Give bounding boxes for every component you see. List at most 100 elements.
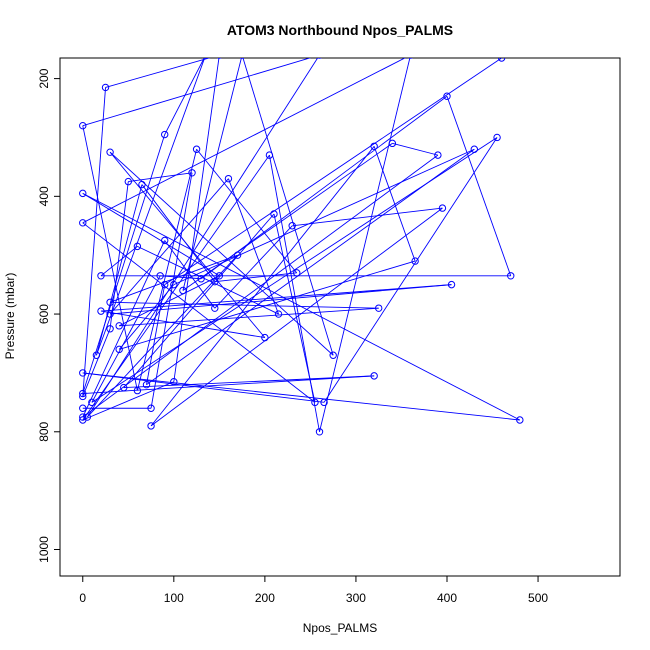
series-segment [82, 240, 166, 418]
data-point [211, 304, 219, 312]
series-segment [242, 58, 334, 356]
y-tick-label: 400 [37, 186, 51, 206]
series-segment [82, 375, 375, 394]
data-point [79, 219, 87, 227]
series-segment [137, 245, 279, 315]
series-segment [82, 134, 166, 394]
data-point [288, 222, 296, 230]
series-segment [173, 58, 220, 382]
series-segment [200, 95, 448, 280]
data-point [133, 242, 142, 251]
data-point [161, 130, 169, 139]
series-segment [82, 328, 111, 397]
data-point [97, 307, 105, 315]
series-segment [82, 372, 325, 403]
data-point [124, 177, 132, 186]
data-point [138, 180, 146, 189]
series-segment [82, 192, 521, 421]
data-point [470, 145, 479, 153]
series-segment [82, 154, 439, 418]
data-point [261, 333, 269, 342]
plot-frame [59, 57, 621, 577]
y-tick-label: 800 [37, 421, 51, 441]
series-segment [146, 284, 166, 385]
data-point [79, 413, 87, 421]
data-point [320, 398, 328, 407]
data-point [374, 304, 383, 312]
series-segment [150, 207, 443, 427]
series-segment [164, 58, 502, 285]
series-segment [82, 125, 138, 391]
data-point [120, 383, 128, 392]
data-point [274, 310, 283, 318]
data-point [83, 413, 92, 421]
series-segment [214, 225, 293, 309]
data-point [270, 210, 278, 218]
series-segment [119, 260, 416, 350]
x-tick-label: 100 [164, 591, 184, 605]
y-tick-label: 1000 [37, 536, 51, 563]
y-tick-label: 600 [37, 304, 51, 324]
data-point [133, 386, 142, 395]
data-point [106, 325, 114, 333]
series-segment [95, 58, 206, 356]
series-segment [109, 151, 334, 356]
data-point [443, 92, 451, 100]
data-point [79, 189, 87, 198]
series-segment [118, 284, 175, 350]
y-tick-label: 200 [37, 68, 51, 88]
data-point [516, 416, 524, 424]
data-point [497, 58, 506, 62]
data-point [79, 121, 87, 130]
series-segment [82, 381, 174, 421]
series-segment [91, 275, 161, 403]
series-segment [150, 172, 193, 409]
y-axis: 200 400 600 800 1000 [37, 68, 61, 563]
series-segment [95, 184, 143, 356]
series-segment [100, 246, 138, 277]
series-segment [373, 146, 416, 262]
x-axis-label: Npos_PALMS [303, 621, 377, 635]
data-series [79, 58, 524, 436]
series-segment [292, 207, 443, 227]
data-point [156, 272, 164, 280]
data-point [161, 280, 169, 289]
series-segment [392, 142, 438, 156]
data-point [311, 398, 319, 407]
series-segment [150, 146, 375, 427]
data-point [147, 404, 155, 412]
data-point [115, 345, 123, 354]
data-point [217, 58, 222, 59]
data-point [79, 369, 87, 377]
data-point [233, 251, 242, 259]
series-segment [118, 275, 220, 327]
x-tick-label: 200 [255, 591, 275, 605]
data-point [293, 269, 301, 277]
series-segment [100, 284, 452, 312]
data-point [106, 310, 114, 318]
data-point [265, 151, 274, 159]
data-point [411, 257, 419, 265]
data-point [239, 58, 245, 59]
series-segment [228, 178, 279, 315]
series-segment [182, 58, 242, 291]
series-segment [273, 213, 316, 403]
series-group [79, 58, 524, 436]
chart-title: ATOM3 Northbound Npos_PALMS [227, 22, 453, 38]
data-point [408, 58, 413, 59]
series-segment [446, 96, 512, 276]
series-segment [105, 58, 211, 88]
data-point [92, 351, 101, 359]
x-tick-label: 500 [528, 591, 548, 605]
series-segment [109, 151, 266, 338]
x-tick-label: 300 [346, 591, 366, 605]
series-segment [100, 310, 265, 339]
data-point [315, 428, 324, 436]
series-segment [319, 58, 411, 432]
data-point [188, 169, 196, 177]
series-segment [110, 301, 379, 309]
series-segment [82, 372, 520, 421]
series-segment [196, 148, 298, 274]
series-segment [82, 58, 312, 127]
